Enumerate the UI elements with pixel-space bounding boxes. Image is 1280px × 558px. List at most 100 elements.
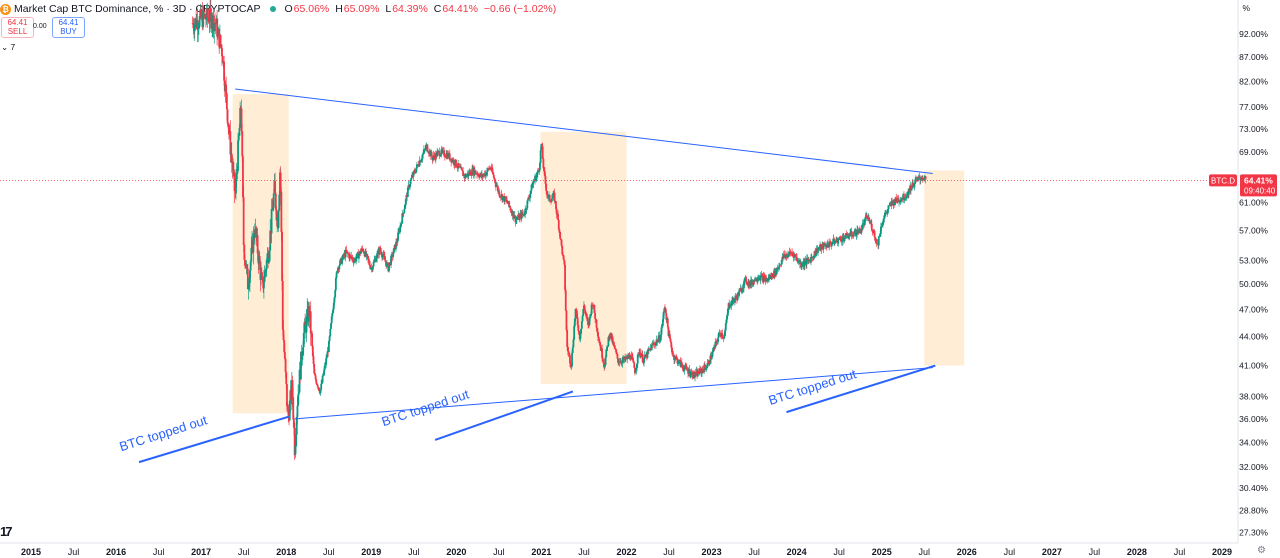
candle-body [267,253,269,263]
candle-body [653,343,656,345]
candle-body [805,258,808,265]
candle-body [570,366,573,368]
candle-body [856,229,859,233]
candle-body [280,191,283,233]
candle-body [424,149,427,150]
candle-body [831,242,834,244]
x-tick-label: 2024 [787,547,807,557]
candle-body [717,332,720,338]
candle-body [569,363,572,367]
candle-body [401,213,404,224]
candle-body [914,179,917,184]
candle-body [824,245,827,247]
candle-body [924,176,927,180]
x-tick-label: Jul [153,547,165,557]
candle-body [610,332,613,340]
candle-body [731,297,734,305]
candle-body [322,375,325,377]
candle-body [740,288,743,293]
y-tick-label: 41.00% [1239,361,1268,371]
candle-body [789,251,791,253]
candle-body [536,173,539,176]
candle-body [920,179,923,180]
y-tick-label: 50.00% [1239,279,1268,289]
candle-body [788,251,791,255]
candle-body [477,174,480,177]
candle-body [800,262,803,267]
candle-body [607,337,610,347]
y-tick-label: 32.00% [1239,462,1268,472]
candle-body [297,394,300,406]
candle-body [367,256,369,260]
candle-body [409,179,412,184]
candle-body [527,198,529,201]
candle-body [331,312,334,317]
candle-body [508,205,511,208]
candle-body [418,160,421,166]
candle-body [669,338,672,342]
candle-body [817,248,820,250]
candle-body [267,257,270,263]
candle-body [742,287,745,289]
candle-body [204,14,207,19]
candle-body [211,25,214,29]
candle-body [298,369,301,393]
candle-body [817,248,819,253]
candle-body [885,213,888,214]
candle-body [286,406,289,410]
candle-body [615,349,617,353]
candle-body [498,191,501,197]
percent-scale-button[interactable]: % [1242,3,1250,13]
candle-body [516,218,519,220]
candle-body [521,212,524,215]
x-tick-label: Jul [663,547,675,557]
symbol-title[interactable]: Market Cap BTC Dominance, % [14,3,164,15]
candle-body [465,175,468,178]
indicators-toggle[interactable]: ⌄ 7 [1,42,16,52]
candle-body [422,152,425,155]
candle-body [562,255,565,260]
candle-body [541,146,544,159]
candle-body [510,210,513,212]
candle-body [515,219,518,220]
candle-body [640,356,643,358]
settings-icon[interactable]: ⚙ [1257,545,1266,556]
sell-button[interactable]: 64.41 SELL [1,17,34,38]
candle-body [918,176,921,179]
y-tick-label: 82.00% [1239,76,1268,86]
candle-body [323,365,326,371]
candle-body [528,198,531,199]
candle-body [910,187,913,191]
candle-body [606,346,608,350]
candle-body [550,201,552,203]
candle-body [555,208,558,215]
candle-body [309,311,312,334]
candle-body [486,168,489,172]
candle-body [523,214,526,216]
candle-body [801,265,804,266]
candle-body [443,150,446,157]
candle-body [585,315,588,318]
candle-body [724,323,727,331]
candle-body [470,175,473,176]
candle-body [629,358,632,360]
candle-body [192,23,195,29]
candle-body [794,254,796,256]
candle-body [220,44,223,48]
interval-label[interactable]: 3D [172,3,187,15]
candle-body [631,357,634,361]
candle-body [360,248,363,252]
candle-body [336,270,339,273]
candle-body [239,108,242,109]
candle-body [426,144,429,152]
candle-body [243,244,246,260]
candle-body [355,253,358,259]
candle-body [509,207,512,211]
candle-body [682,366,685,370]
candle-body [532,182,534,188]
candle-body [624,357,627,360]
candle-body [237,140,239,171]
candle-body [558,229,561,233]
buy-button[interactable]: 64.41 BUY [52,17,85,38]
